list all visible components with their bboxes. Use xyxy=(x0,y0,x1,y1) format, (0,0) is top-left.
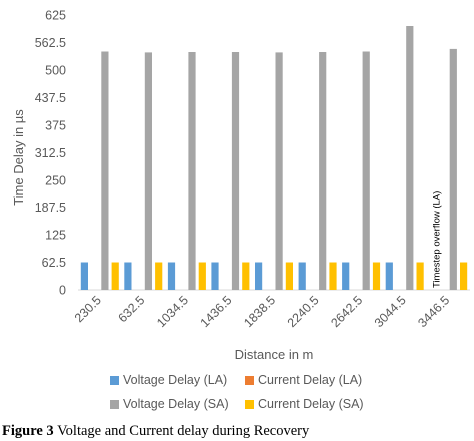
bar-chart: 0 62.5 125 187.5 250 312.5 375 437.5 500 562.5 625… xyxy=(11,9,470,411)
x-tick-label: 3044.5 xyxy=(372,293,409,330)
legend-swatch-current-delay-sa xyxy=(245,400,254,409)
caption-label: Figure 3 xyxy=(2,423,54,439)
bar-current-delay-sa-2240.5 xyxy=(329,262,337,290)
bar-voltage-delay-la-1034.5 xyxy=(167,262,176,290)
annotations: Timestep overflow (LA) xyxy=(432,191,443,288)
bar-current-delay-sa-1034.5 xyxy=(198,262,206,290)
legend-label-current-delay-sa: Current Delay (SA) xyxy=(258,397,364,411)
bar-voltage-delay-sa-2642.5 xyxy=(362,51,370,290)
y-tick-label: 187.5 xyxy=(35,201,66,215)
bar-voltage-delay-sa-1436.5 xyxy=(231,52,240,290)
bar-voltage-delay-la-3044.5 xyxy=(385,262,393,290)
x-tick-label: 230.5 xyxy=(72,293,104,325)
y-tick-label: 125 xyxy=(45,229,66,243)
bar-voltage-delay-la-1838.5 xyxy=(255,262,263,290)
y-tick-label: 625 xyxy=(45,9,66,23)
y-tick-label: 250 xyxy=(45,174,66,188)
y-tick-label: 437.5 xyxy=(35,91,66,105)
caption-text: Voltage and Current delay during Recover… xyxy=(57,423,310,439)
y-tick-label: 562.5 xyxy=(35,36,66,50)
x-tick-label: 3446.5 xyxy=(415,293,452,330)
bar-current-delay-sa-2642.5 xyxy=(372,262,381,290)
x-axis-tick-labels: 230.5 632.5 1034.5 1436.5 1838.5 2240.5 2642.5… xyxy=(72,293,452,330)
y-tick-label: 0 xyxy=(59,284,66,298)
y-tick-label: 375 xyxy=(45,119,66,133)
bar-current-delay-sa-1838.5 xyxy=(285,262,293,290)
x-tick-label: 2240.5 xyxy=(285,293,322,330)
legend-label-voltage-delay-sa: Voltage Delay (SA) xyxy=(123,397,229,411)
legend-swatch-voltage-delay-la xyxy=(110,376,119,385)
y-tick-label: 62.5 xyxy=(42,256,66,270)
bar-voltage-delay-la-2240.5 xyxy=(298,262,306,290)
y-axis-title: Time Delay in µs xyxy=(11,109,26,206)
bar-voltage-delay-la-230.5 xyxy=(80,262,88,290)
x-tick-label: 1436.5 xyxy=(198,293,235,330)
figure-caption: Figure 3 Voltage and Current delay durin… xyxy=(2,423,472,440)
x-tick-label: 1034.5 xyxy=(154,293,191,330)
y-tick-label: 500 xyxy=(45,64,66,78)
y-tick-label: 312.5 xyxy=(35,146,66,160)
legend-swatch-current-delay-la xyxy=(245,376,254,385)
bar-voltage-delay-sa-1838.5 xyxy=(275,52,283,291)
bar-voltage-delay-sa-3044.5 xyxy=(406,26,414,290)
x-tick-label: 2642.5 xyxy=(328,293,365,330)
legend-label-current-delay-la: Current Delay (LA) xyxy=(258,373,362,387)
bar-voltage-delay-sa-1034.5 xyxy=(188,52,196,290)
x-axis-title: Distance in m xyxy=(235,347,314,362)
bar-voltage-delay-sa-632.5 xyxy=(144,52,152,291)
bar-voltage-delay-sa-3446.5 xyxy=(449,48,457,291)
legend: Voltage Delay (LA) Current Delay (LA) Volt… xyxy=(110,373,364,411)
bar-current-delay-sa-3044.5 xyxy=(416,262,424,290)
annotation-label: Timestep overflow (LA) xyxy=(432,191,443,288)
bar-current-delay-sa-632.5 xyxy=(155,262,163,290)
bar-voltage-delay-sa-2240.5 xyxy=(319,52,327,290)
bar-current-delay-sa-230.5 xyxy=(111,262,119,290)
y-axis-tick-labels: 0 62.5 125 187.5 250 312.5 375 437.5 500 562.5 625 xyxy=(35,9,66,298)
legend-swatch-voltage-delay-sa xyxy=(110,400,119,409)
bar-voltage-delay-la-2642.5 xyxy=(342,262,350,290)
x-tick-label: 1838.5 xyxy=(241,293,278,330)
bar-current-delay-sa-3446.5 xyxy=(460,262,468,290)
bar-voltage-delay-la-632.5 xyxy=(124,262,132,290)
bar-current-delay-sa-1436.5 xyxy=(242,262,250,290)
bars xyxy=(80,26,468,291)
x-tick-label: 632.5 xyxy=(115,293,147,325)
bar-voltage-delay-sa-230.5 xyxy=(101,51,109,290)
bar-voltage-delay-la-1436.5 xyxy=(211,262,219,290)
legend-label-voltage-delay-la: Voltage Delay (LA) xyxy=(123,373,227,387)
